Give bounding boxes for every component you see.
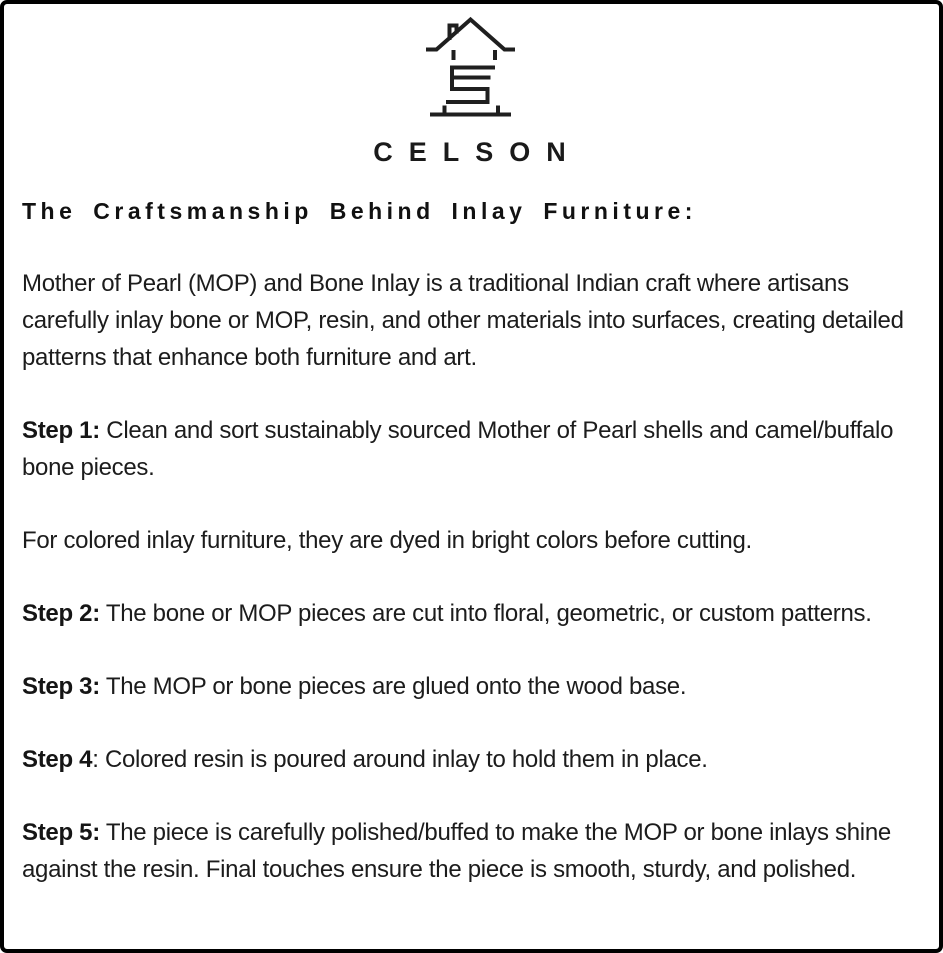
paragraph-intro-text: Mother of Pearl (MOP) and Bone Inlay is … [22, 270, 904, 371]
step-4-label: Step 4 [22, 746, 93, 773]
body-text: Mother of Pearl (MOP) and Bone Inlay is … [22, 265, 917, 888]
logo-chimney [447, 23, 458, 40]
step-1-label: Step 1: [22, 417, 100, 444]
colored-note-text: For colored inlay furniture, they are dy… [22, 527, 752, 554]
step-2-label: Step 2: [22, 600, 100, 627]
paragraph-step-4: Step 4: Colored resin is poured around i… [22, 741, 917, 778]
paragraph-colored-note: For colored inlay furniture, they are dy… [22, 522, 917, 559]
step-3-text: The MOP or bone pieces are glued onto th… [99, 673, 687, 700]
logo-roof [425, 16, 515, 52]
step-2-text: The bone or MOP pieces are cut into flor… [99, 600, 872, 627]
brand-name: CELSON [373, 137, 582, 167]
house-s-monogram-icon [425, 16, 515, 117]
step-1-text: Clean and sort sustainably sourced Mothe… [22, 417, 894, 481]
paragraph-step-2: Step 2: The bone or MOP pieces are cut i… [22, 595, 917, 632]
step-5-text: The piece is carefully polished/buffed t… [22, 819, 891, 883]
step-3-label: Step 3: [22, 673, 100, 700]
step-5-label: Step 5: [22, 819, 100, 846]
brand-header: CELSON [22, 12, 917, 168]
paragraph-intro: Mother of Pearl (MOP) and Bone Inlay is … [22, 265, 917, 376]
paragraph-step-1: Step 1: Clean and sort sustainably sourc… [22, 412, 917, 486]
logo-s-main [445, 65, 495, 104]
paragraph-step-3: Step 3: The MOP or bone pieces are glued… [22, 668, 917, 705]
paragraph-step-5: Step 5: The piece is carefully polished/… [22, 814, 917, 888]
page-title: The Craftsmanship Behind Inlay Furniture… [22, 198, 697, 224]
step-4-text: : Colored resin is poured around inlay t… [92, 746, 708, 773]
